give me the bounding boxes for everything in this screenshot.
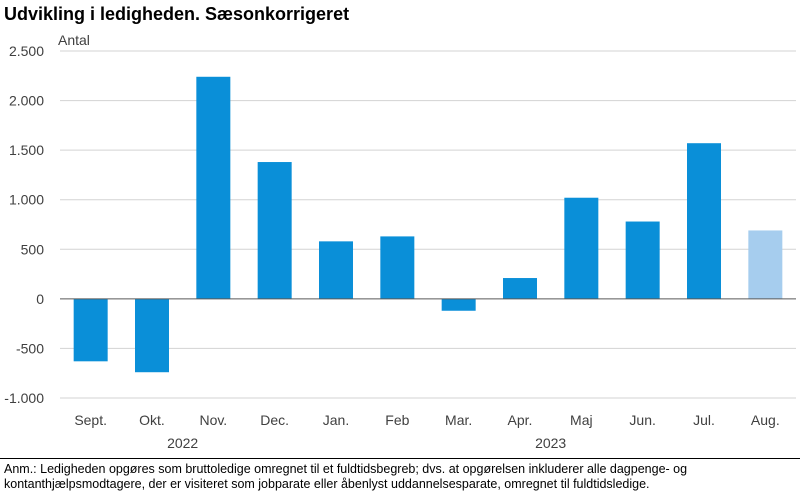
y-tick-label: 2.500: [9, 43, 44, 59]
bar: [687, 143, 721, 299]
bar: [257, 162, 292, 299]
year-group-label: 2022: [167, 435, 198, 451]
x-tick-label: Jun.: [629, 412, 655, 428]
year-group-label: 2023: [535, 435, 566, 451]
y-tick-label: -500: [16, 340, 44, 356]
x-tick-label: Maj: [570, 412, 593, 428]
chart-title: Udvikling i ledigheden. Sæsonkorrigeret: [4, 4, 350, 24]
bar: [319, 241, 353, 299]
x-tick-label: Sept.: [74, 412, 107, 428]
x-tick-label: Dec.: [260, 412, 289, 428]
y-axis-label: Antal: [58, 32, 90, 48]
divider: [0, 458, 800, 459]
x-tick-label: Okt.: [139, 412, 165, 428]
bar: [564, 197, 599, 299]
x-tick-label: Apr.: [508, 412, 533, 428]
y-tick-label: 0: [36, 291, 44, 307]
bar: [503, 278, 537, 299]
bar: [748, 230, 783, 299]
y-tick-label: -1.000: [4, 390, 44, 406]
footnote: Anm.: Ledigheden opgøres som bruttoledig…: [4, 462, 688, 491]
bar: [380, 236, 415, 299]
y-tick-label: 1.000: [9, 192, 44, 208]
x-tick-label: Jan.: [323, 412, 349, 428]
x-tick-label: Jul.: [693, 412, 715, 428]
y-tick-label: 2.000: [9, 93, 44, 109]
x-tick-label: Nov.: [199, 412, 227, 428]
bar: [625, 221, 660, 299]
bar: [135, 298, 169, 373]
bar: [73, 298, 108, 362]
bar: [441, 298, 476, 311]
x-tick-label: Feb: [385, 412, 409, 428]
x-tick-label: Aug.: [751, 412, 780, 428]
bar-chart: 2.500 2.000 1.500 1.000 500 0 -500 -1.000 Antal S…: [4, 32, 796, 451]
x-tick-label: Mar.: [445, 412, 472, 428]
bar: [196, 76, 231, 299]
y-tick-label: 500: [21, 241, 45, 257]
y-tick-label: 1.500: [9, 142, 44, 158]
